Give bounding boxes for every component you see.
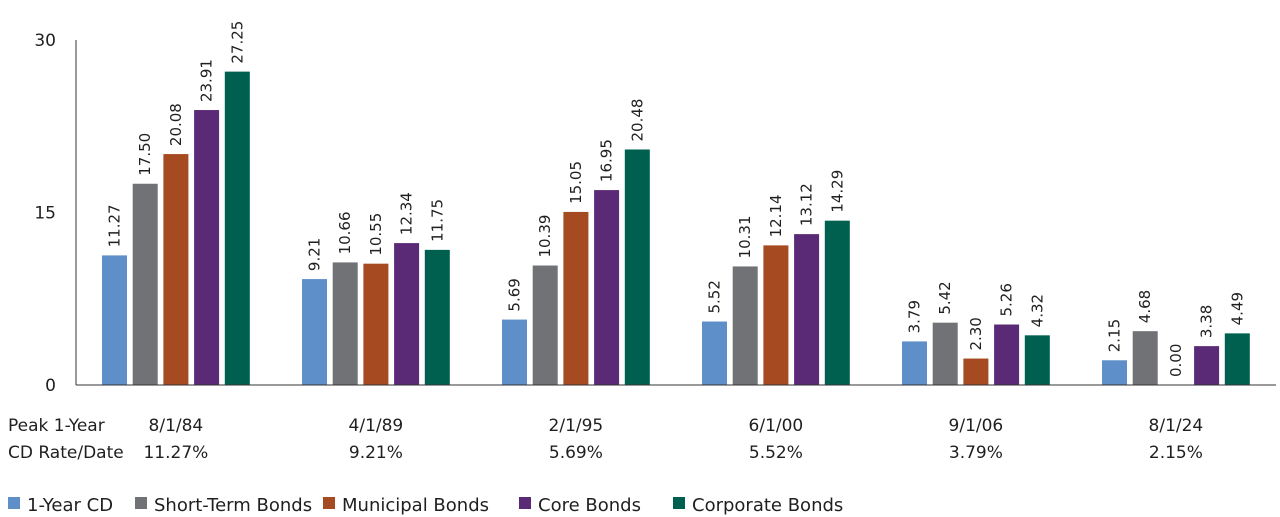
row-header-line2: CD Rate/Date xyxy=(8,443,124,463)
bar xyxy=(302,279,327,385)
category-rate-label: 11.27% xyxy=(143,443,208,463)
category-date-label: 6/1/00 xyxy=(749,416,804,436)
category-date-label: 8/1/24 xyxy=(1149,416,1204,436)
legend-entry-label: Municipal Bonds xyxy=(342,495,489,516)
bar-value-label: 3.38 xyxy=(1198,305,1216,338)
y-axis: 0 15 30 xyxy=(34,31,77,396)
bar-value-label: 12.14 xyxy=(767,194,785,237)
bar xyxy=(732,266,758,385)
bar xyxy=(1102,360,1127,385)
legend-swatch xyxy=(323,497,335,509)
bar-value-label: 4.68 xyxy=(1136,290,1154,323)
bar xyxy=(1132,331,1158,385)
bar-value-label: 2.15 xyxy=(1106,319,1124,352)
bar-value-label: 5.26 xyxy=(998,283,1016,316)
bar xyxy=(363,263,389,385)
legend-swatch xyxy=(135,497,147,509)
bar xyxy=(102,255,127,385)
bar xyxy=(532,265,558,385)
category-rate-label: 2.15% xyxy=(1149,443,1203,463)
bar-value-label: 9.21 xyxy=(306,238,324,271)
bar xyxy=(594,190,620,385)
bar-value-label: 0.00 xyxy=(1167,344,1185,377)
bar xyxy=(194,110,220,385)
bar-value-label: 20.48 xyxy=(628,99,646,142)
bar xyxy=(902,341,927,385)
y-tick-label: 15 xyxy=(34,204,56,224)
bar-value-label: 10.31 xyxy=(736,215,754,258)
bar-value-label: 15.05 xyxy=(567,161,585,204)
legend-swatch xyxy=(8,497,20,509)
category-date-label: 2/1/95 xyxy=(549,416,604,436)
bar-labels-group: 11.27 17.50 20.08 23.91 27.25 9.21 10.66 10.55 1… xyxy=(106,21,1247,377)
bar xyxy=(424,249,450,385)
row-header-line1: Peak 1-Year xyxy=(8,416,105,436)
category-rate-label: 9.21% xyxy=(349,443,403,463)
bar-value-label: 3.79 xyxy=(906,300,924,333)
bar xyxy=(932,322,958,385)
bar xyxy=(394,243,420,385)
bar xyxy=(1024,335,1050,385)
bar-value-label: 14.29 xyxy=(828,170,846,213)
bar xyxy=(563,211,589,385)
bar xyxy=(502,319,527,385)
bar xyxy=(132,183,158,385)
legend-entry-label: Core Bonds xyxy=(538,495,641,516)
bar xyxy=(702,321,727,385)
bar-value-label: 11.75 xyxy=(428,199,446,242)
legend-entry-label: Corporate Bonds xyxy=(692,495,843,516)
bar-value-label: 12.34 xyxy=(398,192,416,235)
category-date-label: 8/1/84 xyxy=(149,416,204,436)
bar-value-label: 17.50 xyxy=(136,133,154,176)
bar xyxy=(224,71,250,385)
y-tick-label: 0 xyxy=(45,376,56,396)
category-rate-label: 3.79% xyxy=(949,443,1003,463)
bar-value-label: 10.66 xyxy=(336,211,354,254)
bar xyxy=(994,324,1020,385)
bar xyxy=(1224,333,1250,385)
bar-value-label: 23.91 xyxy=(198,59,216,102)
bar-value-label: 4.49 xyxy=(1228,292,1246,325)
bar-value-label: 10.55 xyxy=(367,213,385,256)
bar xyxy=(963,358,989,385)
bar xyxy=(794,234,820,385)
bar-value-label: 4.32 xyxy=(1028,294,1046,327)
legend-swatch xyxy=(673,497,685,509)
bar-value-label: 10.39 xyxy=(536,215,554,258)
legend-swatch xyxy=(519,497,531,509)
y-tick-label: 30 xyxy=(34,31,56,51)
bar xyxy=(332,262,358,385)
bar xyxy=(163,154,189,385)
bars-group xyxy=(102,71,1250,385)
bar-value-label: 27.25 xyxy=(228,21,246,64)
bar xyxy=(824,220,850,385)
category-date-label: 9/1/06 xyxy=(949,416,1004,436)
bar-value-label: 20.08 xyxy=(167,103,185,146)
bar-value-label: 2.30 xyxy=(967,317,985,350)
bar-value-label: 13.12 xyxy=(798,183,816,226)
category-rows: Peak 1-Year CD Rate/Date 8/1/84 11.27% 4/1… xyxy=(8,416,1203,463)
legend-entry-label: 1-Year CD xyxy=(27,495,113,516)
bar xyxy=(1194,346,1220,385)
bar xyxy=(624,149,650,385)
category-date-label: 4/1/89 xyxy=(349,416,404,436)
bar-value-label: 5.52 xyxy=(706,280,724,313)
legend: 1-Year CD Short-Term Bonds Municipal Bonds… xyxy=(8,495,843,516)
bar-value-label: 11.27 xyxy=(106,204,124,247)
bar xyxy=(763,245,789,385)
legend-entry-label: Short-Term Bonds xyxy=(154,495,312,516)
category-rate-label: 5.52% xyxy=(749,443,803,463)
bar-value-label: 5.42 xyxy=(936,281,954,314)
bar-value-label: 16.95 xyxy=(598,139,616,182)
category-rate-label: 5.69% xyxy=(549,443,603,463)
bar-value-label: 5.69 xyxy=(506,278,524,311)
